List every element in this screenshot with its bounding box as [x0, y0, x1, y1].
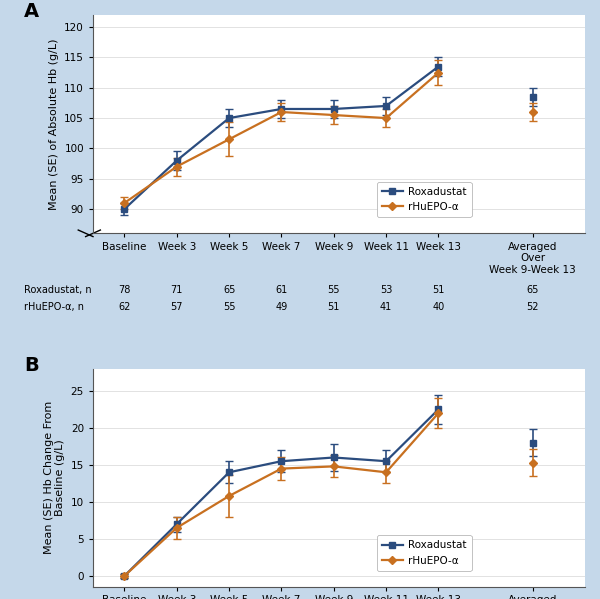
- Roxadustat: [278, 458, 285, 465]
- Text: 40: 40: [433, 302, 445, 312]
- Text: 53: 53: [380, 285, 392, 295]
- rHuEPO-α: [330, 463, 337, 470]
- rHuEPO-α: [435, 410, 442, 417]
- Text: Roxadustat, n: Roxadustat, n: [24, 285, 92, 295]
- rHuEPO-α: [278, 108, 285, 116]
- Line: rHuEPO-α: rHuEPO-α: [122, 70, 441, 206]
- Roxadustat: [330, 105, 337, 113]
- rHuEPO-α: [173, 524, 181, 531]
- Text: 55: 55: [328, 285, 340, 295]
- rHuEPO-α: [226, 492, 233, 500]
- rHuEPO-α: [173, 163, 181, 170]
- Y-axis label: Mean (SE) of Absolute Hb (g/L): Mean (SE) of Absolute Hb (g/L): [49, 38, 59, 210]
- Text: 57: 57: [170, 302, 183, 312]
- Text: 78: 78: [118, 285, 131, 295]
- Roxadustat: [435, 406, 442, 413]
- Line: Roxadustat: Roxadustat: [121, 406, 442, 579]
- Roxadustat: [435, 63, 442, 70]
- Legend: Roxadustat, rHuEPO-α: Roxadustat, rHuEPO-α: [377, 536, 472, 571]
- Text: 62: 62: [118, 302, 131, 312]
- rHuEPO-α: [121, 572, 128, 579]
- Roxadustat: [121, 205, 128, 213]
- Text: 52: 52: [526, 302, 539, 312]
- Line: rHuEPO-α: rHuEPO-α: [122, 410, 441, 579]
- Roxadustat: [330, 454, 337, 461]
- Text: 51: 51: [432, 285, 445, 295]
- Roxadustat: [173, 157, 181, 164]
- Roxadustat: [383, 458, 390, 465]
- Text: 49: 49: [275, 302, 287, 312]
- Roxadustat: [226, 114, 233, 122]
- rHuEPO-α: [226, 136, 233, 143]
- Roxadustat: [383, 102, 390, 110]
- Line: Roxadustat: Roxadustat: [121, 63, 442, 212]
- rHuEPO-α: [383, 468, 390, 476]
- rHuEPO-α: [278, 465, 285, 472]
- Text: 55: 55: [223, 302, 235, 312]
- Text: rHuEPO-α, n: rHuEPO-α, n: [24, 302, 84, 312]
- Roxadustat: [121, 572, 128, 579]
- Text: 65: 65: [526, 285, 539, 295]
- rHuEPO-α: [383, 114, 390, 122]
- Roxadustat: [226, 468, 233, 476]
- Text: B: B: [24, 356, 39, 374]
- Text: 71: 71: [170, 285, 183, 295]
- Text: 61: 61: [275, 285, 287, 295]
- rHuEPO-α: [330, 111, 337, 119]
- Roxadustat: [173, 521, 181, 528]
- Y-axis label: Mean (SE) Hb Change From
Baseline (g/L): Mean (SE) Hb Change From Baseline (g/L): [44, 401, 65, 555]
- Text: A: A: [24, 2, 39, 21]
- Text: 65: 65: [223, 285, 235, 295]
- Text: 51: 51: [328, 302, 340, 312]
- rHuEPO-α: [435, 69, 442, 76]
- Legend: Roxadustat, rHuEPO-α: Roxadustat, rHuEPO-α: [377, 181, 472, 217]
- Roxadustat: [278, 105, 285, 113]
- rHuEPO-α: [121, 199, 128, 207]
- Text: 41: 41: [380, 302, 392, 312]
